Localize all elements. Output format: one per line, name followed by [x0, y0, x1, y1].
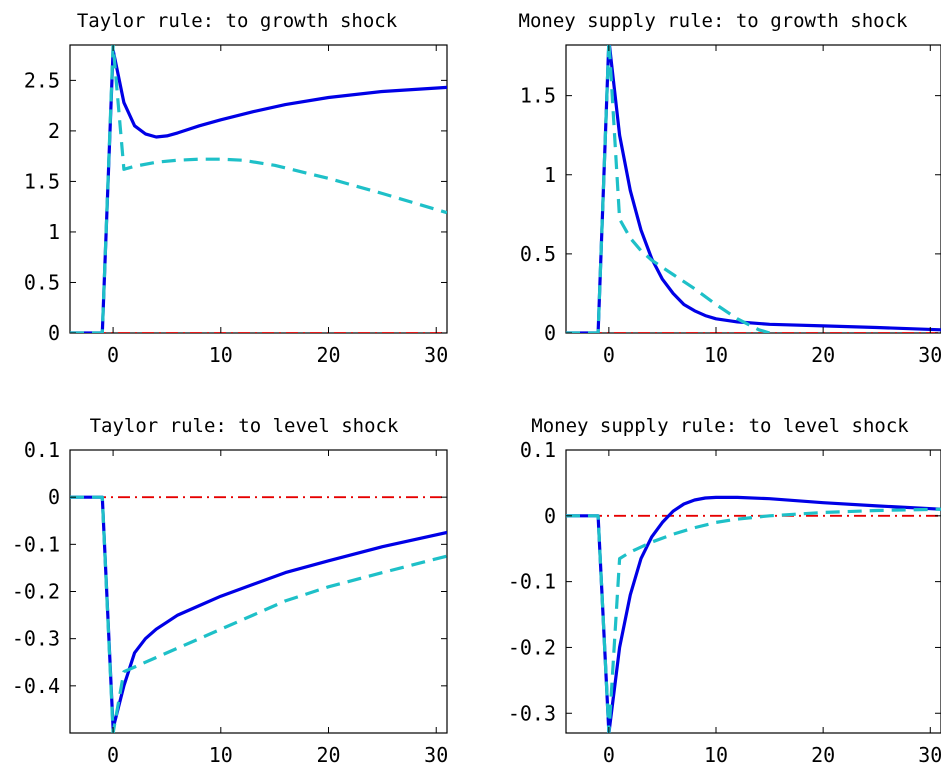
- y-tick-label: 0: [48, 321, 60, 345]
- series-line-dashed: [70, 45, 447, 333]
- plot-lines: [566, 45, 941, 333]
- plot-lines: [70, 45, 447, 333]
- panel-money-level: Money supply rule: to level shock 0 10 20 3…: [508, 415, 941, 767]
- y-tick-label: 1: [48, 220, 60, 244]
- x-tick-label: 0: [107, 343, 119, 367]
- y-tick-label: 0: [48, 485, 60, 509]
- y-tick-label: -0.3: [508, 701, 556, 725]
- y-tick-label: 0.5: [520, 242, 556, 266]
- x-tick-label: 10: [209, 743, 233, 767]
- series-line-solid: [566, 45, 941, 333]
- y-tick-label: -0.1: [12, 532, 60, 556]
- x-tick-label: 20: [811, 343, 835, 367]
- y-tick-label: 0.1: [520, 438, 556, 462]
- series-line-dashed: [566, 45, 771, 333]
- x-tick-label: 0: [603, 343, 615, 367]
- y-tick-label: -0.4: [12, 674, 60, 698]
- y-tick-label: 0.5: [24, 270, 60, 294]
- x-tick-label: 10: [704, 343, 728, 367]
- x-tick-label: 30: [424, 343, 448, 367]
- plot-area: [69, 449, 448, 734]
- y-tick-label: -0.1: [508, 570, 556, 594]
- x-tick-label: 0: [603, 743, 615, 767]
- panel-money-growth: Money supply rule: to growth shock 0 10 20…: [519, 10, 941, 367]
- panel-taylor-growth: Taylor rule: to growth shock 0 10 20 30 0 0.5…: [24, 10, 448, 367]
- y-tick-label: 2.5: [24, 68, 60, 92]
- x-tick-label: 10: [704, 743, 728, 767]
- panel-title: Money supply rule: to growth shock: [519, 10, 908, 32]
- x-tick-label: 30: [424, 743, 448, 767]
- y-tick-label: -0.3: [12, 627, 60, 651]
- y-tick-label: 0: [544, 321, 556, 345]
- y-tick-label: 1: [544, 163, 556, 187]
- series-line-solid: [566, 495, 941, 733]
- y-tick-label: 1.5: [520, 84, 556, 108]
- y-tick-label: 2: [48, 119, 60, 143]
- y-tick-label: 1.5: [24, 169, 60, 193]
- y-tick-label: 0: [544, 504, 556, 528]
- panel-taylor-level: Taylor rule: to level shock 0 10 20 30 0.1 0 -…: [12, 415, 448, 767]
- plot-area: [565, 44, 941, 334]
- y-tick-label: -0.2: [12, 580, 60, 604]
- x-tick-label: 20: [316, 743, 340, 767]
- panel-title: Money supply rule: to level shock: [531, 415, 909, 437]
- x-tick-label: 20: [811, 743, 835, 767]
- y-tick-label: -0.2: [508, 635, 556, 659]
- plot-area: [69, 44, 448, 334]
- x-tick-label: 0: [107, 743, 119, 767]
- panel-title: Taylor rule: to growth shock: [77, 10, 398, 32]
- panel-title: Taylor rule: to level shock: [90, 415, 399, 437]
- y-tick-label: 0.1: [24, 438, 60, 462]
- series-line-dashed: [70, 495, 447, 733]
- plot-area: [565, 449, 941, 734]
- series-line-solid: [70, 48, 447, 333]
- plot-lines: [70, 495, 447, 733]
- plot-lines: [566, 495, 941, 733]
- x-tick-label: 10: [209, 343, 233, 367]
- x-tick-label: 30: [918, 743, 941, 767]
- x-tick-label: 20: [316, 343, 340, 367]
- x-tick-label: 30: [918, 343, 941, 367]
- series-line-dashed: [566, 507, 941, 733]
